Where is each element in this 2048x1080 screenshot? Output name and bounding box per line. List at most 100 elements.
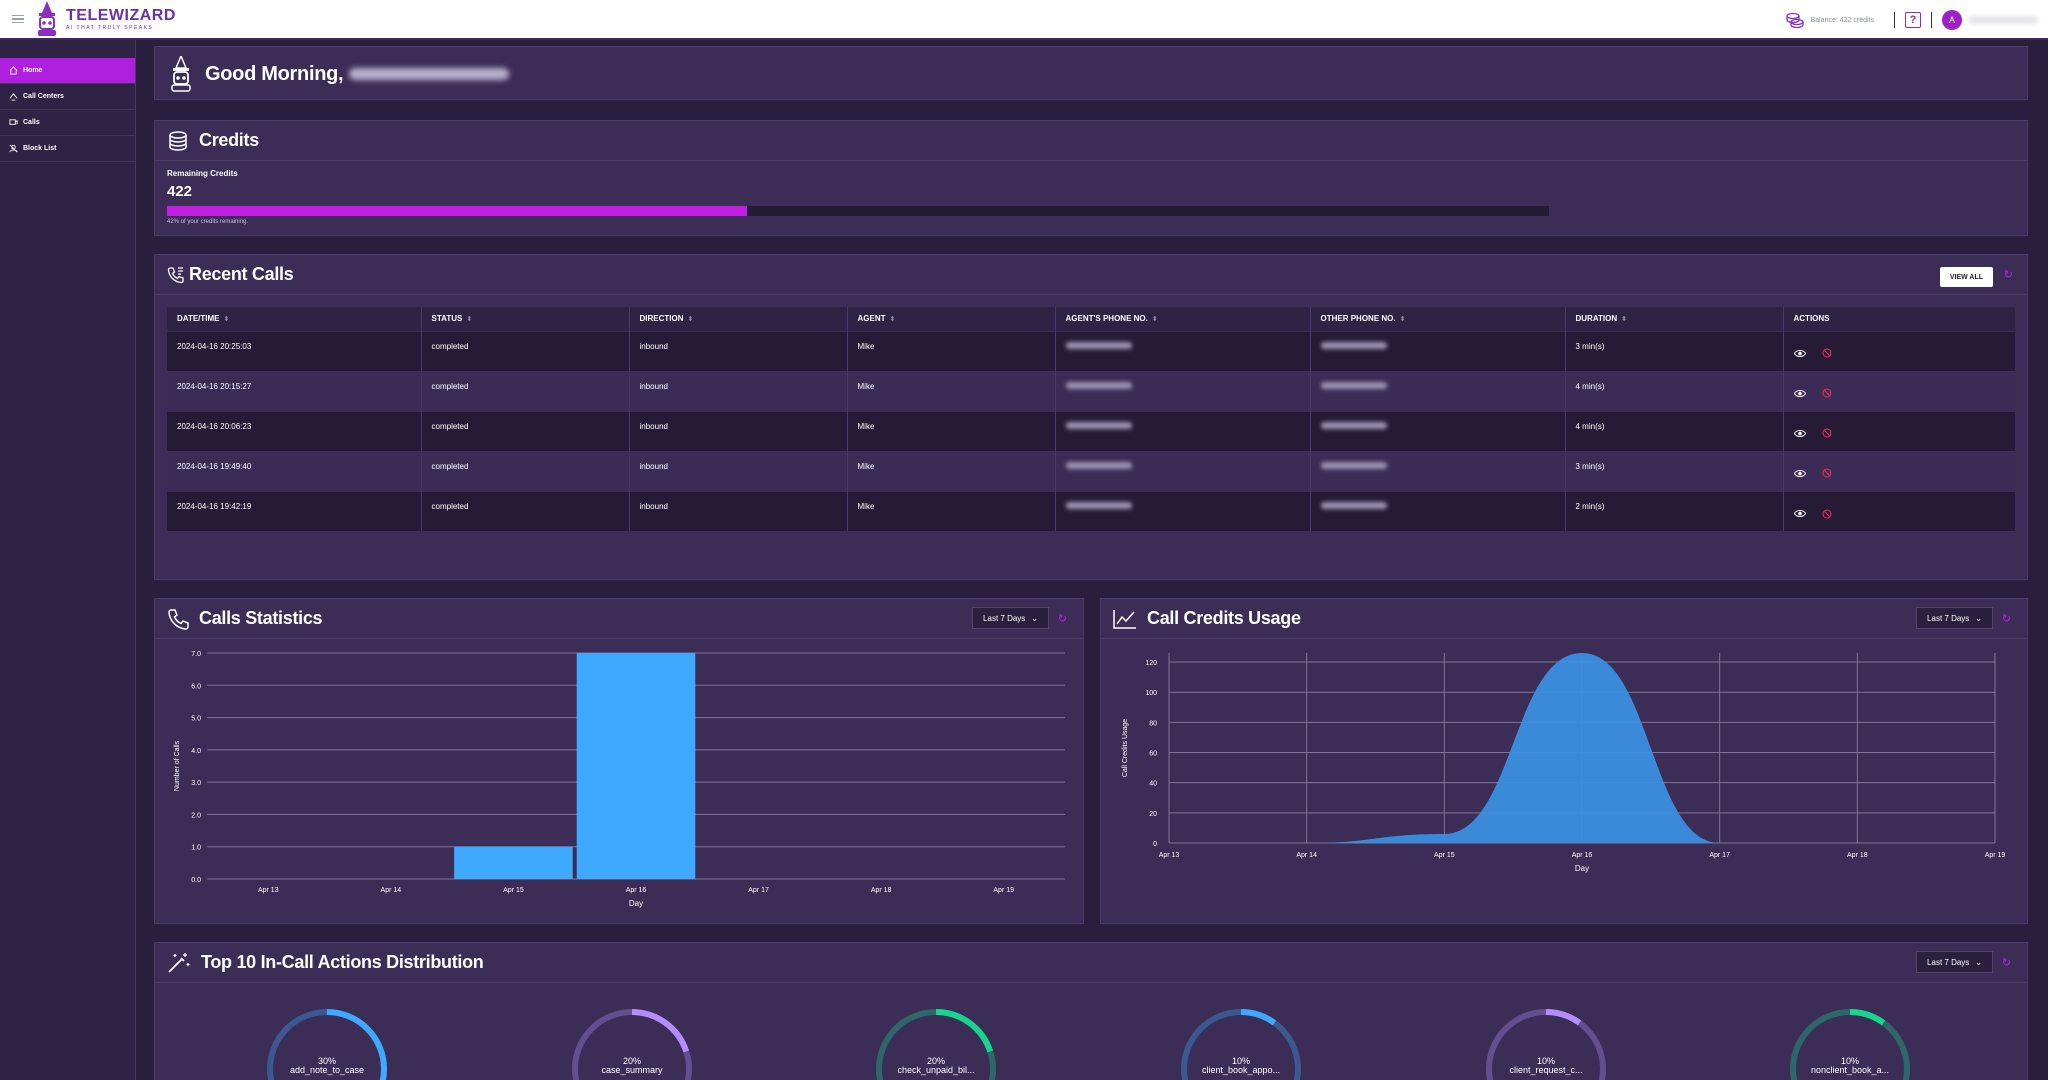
actions-range-dropdown[interactable]: Last 7 Days ⌄: [1916, 951, 1993, 973]
user-name-redacted[interactable]: [1968, 16, 2038, 24]
view-eye-icon[interactable]: [1793, 389, 1806, 398]
menu-icon[interactable]: [12, 14, 24, 24]
refresh-icon[interactable]: ↻: [1057, 613, 1067, 625]
donut-action-name: client_book_appo...: [1201, 1065, 1281, 1076]
remaining-credits-label: Remaining Credits: [167, 169, 238, 178]
block-icon[interactable]: [1821, 508, 1832, 519]
sidebar-item-call-centers[interactable]: Call Centers: [0, 84, 135, 110]
y-tick-label: 120: [1145, 660, 1157, 667]
donut-label: 30% add_note_to_case: [265, 1056, 389, 1076]
block-icon[interactable]: [1821, 348, 1832, 358]
donut-percent: 20%: [926, 1056, 945, 1066]
cell-agent: Mike: [847, 490, 1056, 531]
coins-icon: [1785, 12, 1804, 29]
phone-redacted: [1065, 341, 1132, 349]
x-tick-label: Apr 13: [1159, 852, 1180, 859]
x-tick-label: Apr 14: [381, 887, 402, 894]
cell-direction: inbound: [629, 330, 848, 371]
phone-redacted: [1320, 421, 1387, 429]
y-tick-label: 20: [1149, 811, 1157, 818]
bar: [576, 653, 696, 879]
block-icon[interactable]: [1821, 388, 1832, 398]
view-eye-icon[interactable]: [1793, 429, 1806, 438]
donut-percent: 10%: [1536, 1056, 1555, 1066]
sidebar-item-label: Block List: [23, 145, 57, 152]
column-header-direction[interactable]: DIRECTION ⬍: [629, 307, 848, 331]
y-tick-label: 60: [1149, 751, 1157, 758]
cell-other-phone: [1310, 490, 1566, 531]
avatar[interactable]: A: [1942, 10, 1962, 30]
column-header-other-phone[interactable]: OTHER PHONE NO. ⬍: [1310, 307, 1566, 331]
dropdown-value: Last 7 Days: [1927, 613, 1970, 623]
brand-name: TELEWIZARD: [66, 6, 176, 24]
y-tick-label: 40: [1149, 781, 1157, 788]
help-button[interactable]: ?: [1905, 12, 1921, 28]
user-email-redacted: [349, 68, 510, 80]
donut-chart: [1790, 1009, 1910, 1080]
y-tick-label: 2.0: [191, 812, 201, 819]
refresh-icon[interactable]: ↻: [2003, 269, 2013, 281]
column-header-status[interactable]: STATUS ⬍: [421, 307, 630, 331]
cell-duration: 4 min(s): [1565, 410, 1784, 451]
credits-title: Credits: [199, 130, 259, 150]
refresh-icon[interactable]: ↻: [2001, 957, 2011, 969]
donut-segment: [876, 1009, 996, 1080]
sidebar-item-label: Call Centers: [23, 93, 64, 100]
sidebar-item-block-list[interactable]: Block List: [0, 136, 135, 162]
credits-range-dropdown[interactable]: Last 7 Days ⌄: [1916, 607, 1993, 629]
cell-datetime: 2024-04-16 19:49:40: [167, 450, 422, 491]
donut-label: 10% nonclient_book_a...: [1788, 1056, 1912, 1076]
magic-wand-icon: [168, 952, 190, 973]
y-tick-label: 4.0: [191, 748, 201, 755]
cell-status: completed: [421, 490, 630, 531]
view-eye-icon[interactable]: [1793, 349, 1806, 358]
block-icon[interactable]: [1821, 428, 1832, 438]
sidebar-item-calls[interactable]: Calls: [0, 110, 135, 136]
line-chart-icon: [1113, 609, 1136, 629]
cell-direction: inbound: [629, 410, 848, 451]
x-tick-label: Apr 18: [871, 887, 892, 894]
donut-percent: 10%: [1231, 1056, 1250, 1066]
sidebar-item-label: Calls: [23, 119, 40, 126]
x-tick-label: Apr 17: [748, 887, 769, 894]
donut-segment: [1486, 1009, 1606, 1080]
cell-agent: Mike: [847, 410, 1056, 451]
calls-bar-chart: 0.0 1.0 2.0 3.0 4.0 5.0 6.0 7.0 Apr 13 Apr 14 Apr …: [174, 651, 1065, 908]
actions-distribution-title: Top 10 In-Call Actions Distribution: [201, 952, 484, 972]
cell-datetime: 2024-04-16 20:06:23: [167, 410, 422, 451]
column-header-duration[interactable]: DURATION ⬍: [1565, 307, 1784, 331]
column-header-datetime[interactable]: DATE/TIME ⬍: [167, 307, 422, 331]
cell-agent: Mike: [847, 370, 1056, 411]
block-icon[interactable]: [1821, 468, 1832, 478]
view-all-button[interactable]: VIEW ALL: [1939, 267, 1993, 287]
donut-label: 20% check_unpaid_bil...: [874, 1056, 998, 1076]
cell-agent-phone: [1055, 490, 1311, 531]
credits-note: 42% of your credits remaining.: [167, 219, 249, 225]
calls-range-dropdown[interactable]: Last 7 Days ⌄: [972, 607, 1049, 629]
donut-action-name: case_summary: [601, 1065, 663, 1076]
donut-percent: 20%: [622, 1056, 641, 1066]
brand-tagline: AI THAT TRULY SPEAKS: [66, 24, 154, 31]
cell-actions: [1783, 450, 2015, 491]
cell-datetime: 2024-04-16 19:42:19: [167, 490, 422, 531]
column-header-agent-phone[interactable]: AGENT'S PHONE NO. ⬍: [1055, 307, 1311, 331]
phone-log-icon: [167, 266, 184, 283]
view-eye-icon[interactable]: [1793, 469, 1806, 478]
dropdown-value: Last 7 Days: [983, 613, 1026, 623]
sidebar-item-home[interactable]: Home: [0, 58, 135, 84]
refresh-icon[interactable]: ↻: [2001, 613, 2011, 625]
logo[interactable]: TELEWIZARD AI THAT TRULY SPEAKS: [34, 1, 176, 37]
table-row: 2024-04-16 20:25:03 completed inbound Mi…: [167, 330, 2015, 371]
donut-chart: [1181, 1009, 1301, 1080]
bar: [454, 846, 573, 879]
column-header-agent[interactable]: AGENT ⬍: [847, 307, 1056, 331]
cell-other-phone: [1310, 370, 1566, 411]
dropdown-value: Last 7 Days: [1927, 957, 1970, 967]
cell-direction: inbound: [629, 370, 848, 411]
y-tick-label: 1.0: [191, 845, 201, 852]
phone-redacted: [1320, 501, 1387, 509]
y-tick-label: 6.0: [191, 683, 201, 690]
y-tick-label: 3.0: [191, 780, 201, 787]
phone-redacted: [1065, 381, 1132, 389]
view-eye-icon[interactable]: [1793, 509, 1806, 518]
